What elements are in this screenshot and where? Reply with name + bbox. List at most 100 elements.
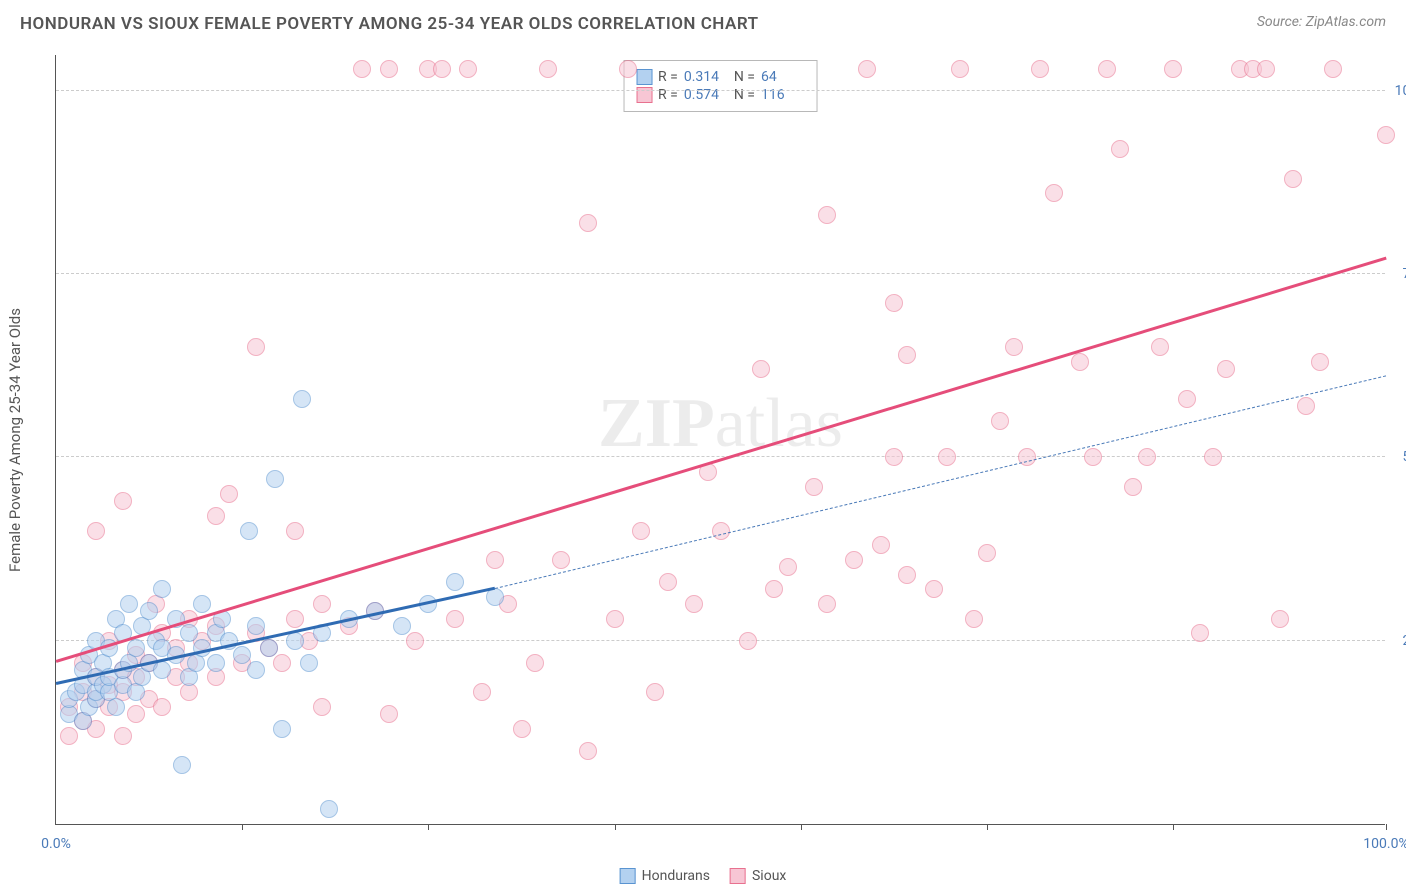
data-point — [127, 639, 145, 657]
data-point — [779, 558, 797, 576]
data-point — [380, 705, 398, 723]
stats-box: R = 0.314 N = 64 R = 0.574 N = 116 — [623, 60, 818, 112]
data-point — [938, 448, 956, 466]
legend: Hondurans Sioux — [620, 868, 787, 884]
data-point — [1271, 610, 1289, 628]
data-point — [1297, 397, 1315, 415]
data-point — [632, 522, 650, 540]
regression-line — [495, 376, 1386, 590]
gridline — [56, 273, 1385, 274]
data-point — [220, 485, 238, 503]
data-point — [1311, 353, 1329, 371]
legend-item-hondurans: Hondurans — [620, 868, 710, 884]
data-point — [207, 507, 225, 525]
chart-container: HONDURAN VS SIOUX FEMALE POVERTY AMONG 2… — [0, 0, 1406, 892]
regression-line — [56, 257, 1387, 663]
gridline — [56, 90, 1385, 91]
data-point — [153, 698, 171, 716]
stat-n-hondurans: 64 — [761, 69, 805, 85]
data-point — [320, 800, 338, 818]
data-point — [1005, 338, 1023, 356]
data-point — [991, 412, 1009, 430]
data-point — [247, 338, 265, 356]
data-point — [313, 698, 331, 716]
data-point — [619, 60, 637, 78]
data-point — [459, 60, 477, 78]
data-point — [1151, 338, 1169, 356]
stat-r-label: R = — [658, 69, 678, 85]
data-point — [898, 566, 916, 584]
data-point — [646, 683, 664, 701]
data-point — [805, 478, 823, 496]
data-point — [606, 610, 624, 628]
data-point — [1138, 448, 1156, 466]
data-point — [552, 551, 570, 569]
data-point — [1257, 60, 1275, 78]
data-point — [1377, 126, 1395, 144]
data-point — [1204, 448, 1222, 466]
data-point — [1191, 624, 1209, 642]
data-point — [885, 294, 903, 312]
plot-area: ZIPatlas R = 0.314 N = 64 R = 0.574 N = … — [55, 55, 1385, 825]
chart-title: HONDURAN VS SIOUX FEMALE POVERTY AMONG 2… — [20, 14, 759, 34]
data-point — [393, 617, 411, 635]
stat-r-hondurans: 0.314 — [684, 69, 728, 85]
data-point — [978, 544, 996, 562]
header: HONDURAN VS SIOUX FEMALE POVERTY AMONG 2… — [20, 14, 1386, 44]
data-point — [293, 390, 311, 408]
data-point — [127, 705, 145, 723]
ytick-label: 50.0% — [1402, 449, 1406, 465]
xtick-label: 0.0% — [41, 836, 71, 852]
legend-label-sioux: Sioux — [752, 868, 786, 884]
data-point — [193, 595, 211, 613]
swatch-hondurans — [620, 868, 636, 884]
xtick-mark — [1386, 824, 1387, 830]
data-point — [153, 580, 171, 598]
data-point — [286, 610, 304, 628]
data-point — [1324, 60, 1342, 78]
swatch-sioux — [730, 868, 746, 884]
data-point — [898, 346, 916, 364]
data-point — [313, 595, 331, 613]
data-point — [1045, 184, 1063, 202]
data-point — [965, 610, 983, 628]
data-point — [114, 727, 132, 745]
data-point — [539, 60, 557, 78]
data-point — [87, 522, 105, 540]
xtick-mark — [428, 824, 429, 830]
data-point — [579, 742, 597, 760]
stat-n-label: N = — [734, 69, 755, 85]
data-point — [845, 551, 863, 569]
swatch-hondurans — [636, 69, 652, 85]
data-point — [659, 573, 677, 591]
data-point — [685, 595, 703, 613]
data-point — [120, 595, 138, 613]
data-point — [925, 580, 943, 598]
data-point — [286, 522, 304, 540]
data-point — [1284, 170, 1302, 188]
data-point — [513, 720, 531, 738]
data-point — [140, 602, 158, 620]
data-point — [240, 522, 258, 540]
legend-item-sioux: Sioux — [730, 868, 786, 884]
data-point — [180, 624, 198, 642]
data-point — [872, 536, 890, 554]
xtick-mark — [1173, 824, 1174, 830]
data-point — [446, 573, 464, 591]
xtick-label: 100.0% — [1363, 836, 1406, 852]
data-point — [1084, 448, 1102, 466]
data-point — [858, 60, 876, 78]
data-point — [818, 595, 836, 613]
data-point — [885, 448, 903, 466]
data-point — [712, 522, 730, 540]
ytick-label: 75.0% — [1402, 266, 1406, 282]
data-point — [1031, 60, 1049, 78]
data-point — [260, 639, 278, 657]
data-point — [1018, 448, 1036, 466]
data-point — [1124, 478, 1142, 496]
data-point — [300, 654, 318, 672]
xtick-mark — [801, 824, 802, 830]
data-point — [818, 206, 836, 224]
data-point — [286, 632, 304, 650]
data-point — [1178, 390, 1196, 408]
